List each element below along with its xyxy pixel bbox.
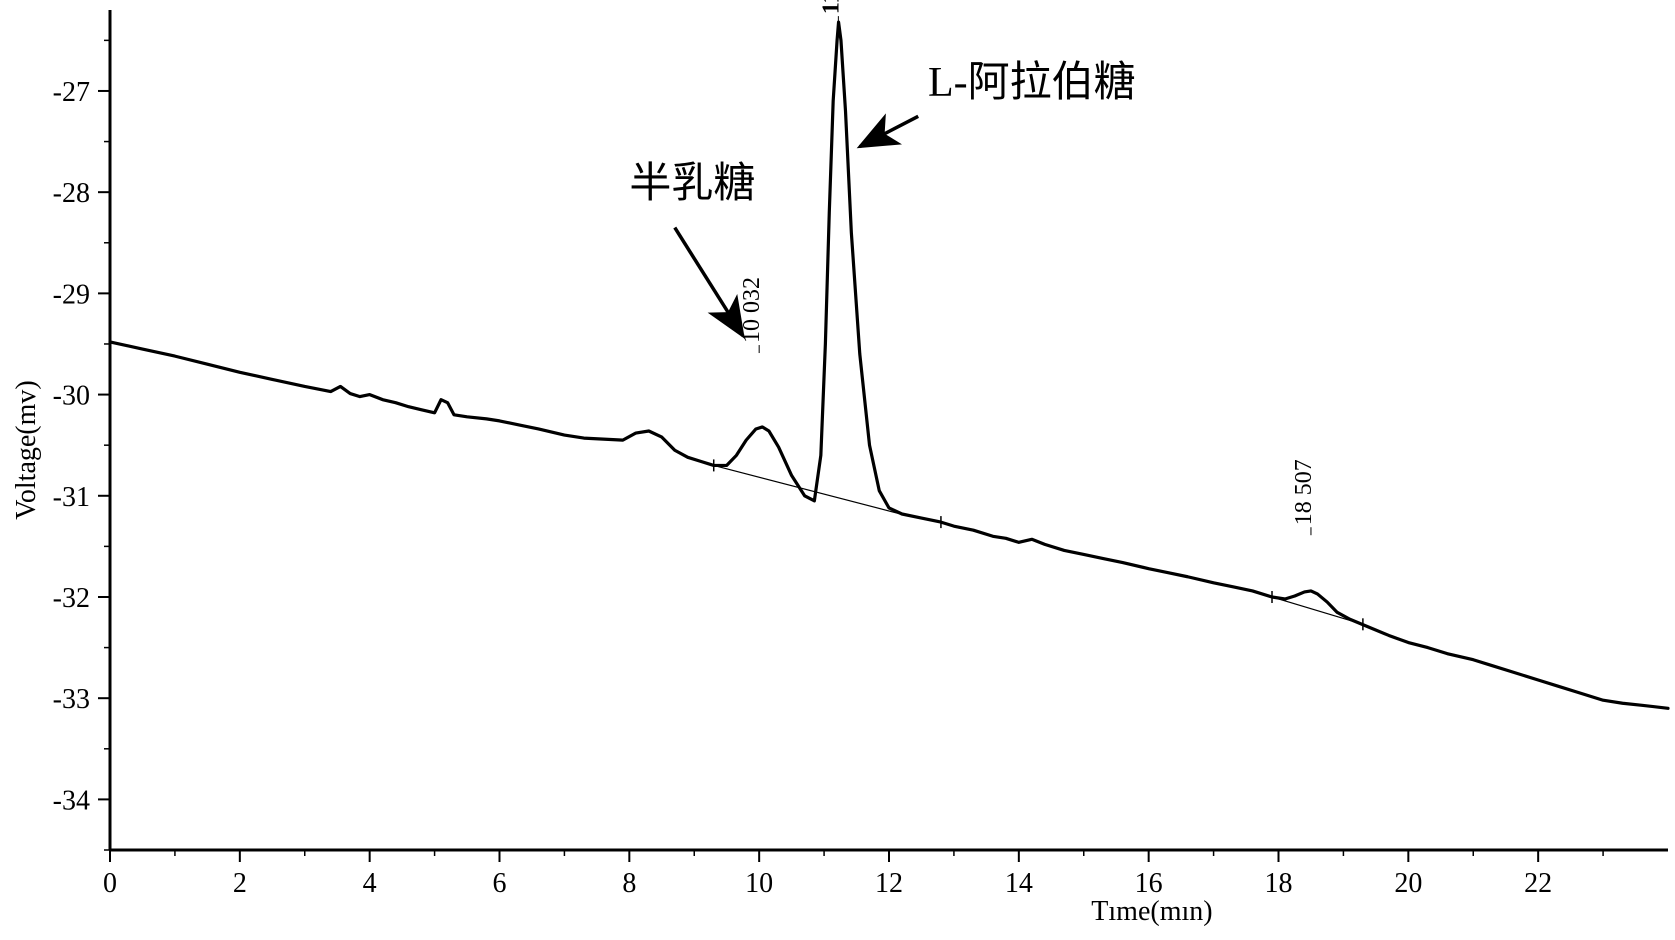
x-tick-label: 2 xyxy=(233,868,247,899)
y-tick-label: -31 xyxy=(53,482,90,513)
annotation-arrow xyxy=(675,228,743,336)
x-tick-label: 0 xyxy=(103,868,117,899)
svg-text:11.223: 11.223 xyxy=(818,0,844,14)
annotation-arrow xyxy=(860,116,918,146)
peak-label: 11.223 xyxy=(818,0,844,14)
svg-text:18 507: 18 507 xyxy=(1291,459,1317,525)
chart-svg: 0 2 4 6 8 10 12 14 16 18 20 22 Tıme(mın) -34 -33 -32 -31… xyxy=(0,0,1675,940)
x-tick-label: 10 xyxy=(745,868,773,899)
annotation-text: 半乳糖 xyxy=(629,161,755,207)
x-tick-label: 6 xyxy=(493,868,507,899)
chromatogram-chart: 0 2 4 6 8 10 12 14 16 18 20 22 Tıme(mın) -34 -33 -32 -31… xyxy=(0,0,1675,940)
y-tick-label: -34 xyxy=(53,785,90,816)
x-tick-label: 8 xyxy=(622,868,636,899)
y-tick-label: -33 xyxy=(53,684,90,715)
annotation-text: L-阿拉伯糖 xyxy=(928,59,1136,106)
x-tick-label: 12 xyxy=(875,868,903,899)
peak-label: 18 507 xyxy=(1291,459,1317,525)
y-tick-label: -32 xyxy=(53,583,90,614)
x-tick-label: 20 xyxy=(1394,868,1422,899)
x-tick-label: 4 xyxy=(363,868,377,899)
x-tick-label: 18 xyxy=(1265,868,1293,899)
y-tick-label: -27 xyxy=(53,77,90,108)
x-tick-label: 16 xyxy=(1135,868,1163,899)
y-tick-label: -29 xyxy=(53,279,90,310)
x-axis-label: Tıme(mın) xyxy=(1091,896,1212,927)
chromatogram-trace xyxy=(110,22,1668,708)
y-tick-label: -28 xyxy=(53,178,90,209)
y-tick-label: -30 xyxy=(53,381,90,412)
y-axis-label: Voltage(mv) xyxy=(11,380,42,519)
x-tick-label: 14 xyxy=(1005,868,1033,899)
x-tick-label: 22 xyxy=(1524,868,1552,899)
